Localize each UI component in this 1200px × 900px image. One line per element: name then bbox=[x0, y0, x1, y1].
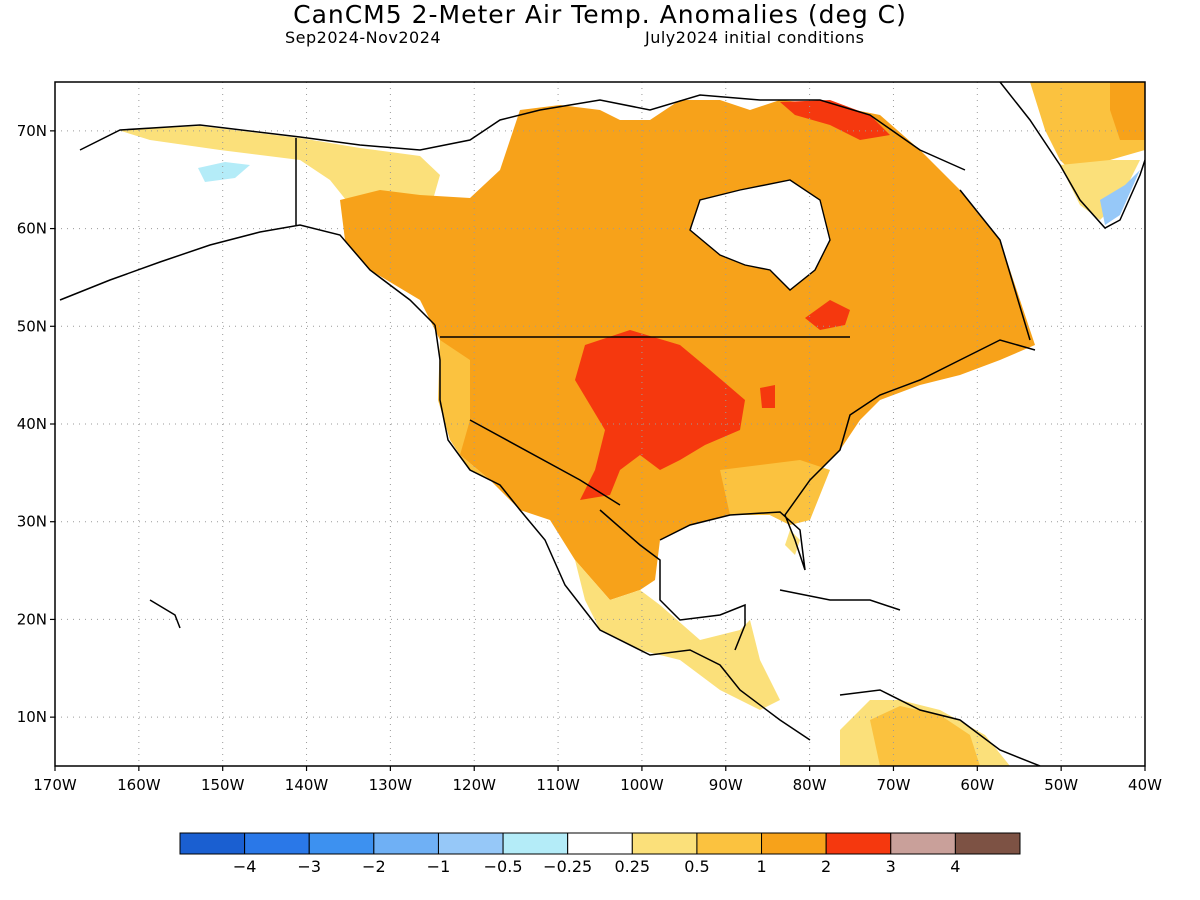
colorbar-swatch bbox=[308, 832, 375, 855]
anomaly-field bbox=[118, 82, 1145, 766]
map-title: CanCM5 2-Meter Air Temp. Anomalies (deg … bbox=[293, 0, 907, 29]
lon-tick-label: 150W bbox=[201, 776, 245, 794]
colorbar-swatch bbox=[179, 832, 246, 855]
anomaly-area-light-north bbox=[118, 126, 440, 215]
anomaly-area-greenland-dark bbox=[1110, 82, 1145, 140]
colorbar: −4 −3 −2 −1 −0.5 −0.25 0.25 0.5 1 2 3 4 bbox=[179, 832, 1021, 876]
colorbar-swatch bbox=[696, 832, 763, 855]
graticule bbox=[55, 82, 1145, 766]
lon-tick-label: 80W bbox=[793, 776, 827, 794]
lon-tick-label: 50W bbox=[1044, 776, 1078, 794]
hudson-bay bbox=[689, 179, 831, 291]
lon-tick-label: 160W bbox=[117, 776, 161, 794]
lat-tick-label: 70N bbox=[17, 122, 47, 140]
lat-tick-label: 10N bbox=[17, 708, 47, 726]
colorbar-label: 3 bbox=[886, 857, 896, 876]
lon-tick-label: 60W bbox=[960, 776, 994, 794]
anomaly-area-greenland-light bbox=[1060, 160, 1140, 220]
anomaly-area-light-westcoast bbox=[438, 340, 490, 480]
lon-tick-label: 90W bbox=[709, 776, 743, 794]
axis-ticks: 170W 160W 150W 140W 130W 120W 110W 100W 90W 80W 70… bbox=[17, 122, 1162, 794]
anomaly-area-orange bbox=[340, 100, 1035, 600]
colorbar-label: −0.25 bbox=[543, 857, 592, 876]
colorbar-swatch bbox=[244, 832, 310, 855]
anomaly-area-red-quebec bbox=[805, 300, 850, 330]
anomaly-area-alaska-cold bbox=[198, 162, 250, 182]
lon-tick-label: 70W bbox=[877, 776, 911, 794]
lon-tick-label: 100W bbox=[620, 776, 664, 794]
colorbar-label: −2 bbox=[362, 857, 386, 876]
lon-tick-label: 170W bbox=[33, 776, 77, 794]
colorbar-label: 2 bbox=[821, 857, 831, 876]
forecast-period: Sep2024-Nov2024 bbox=[285, 28, 442, 47]
colorbar-label: −4 bbox=[233, 857, 257, 876]
coastlines bbox=[59, 82, 1145, 766]
lat-tick-label: 50N bbox=[17, 317, 47, 335]
colorbar-label: 1 bbox=[756, 857, 766, 876]
colorbar-swatch bbox=[567, 832, 633, 855]
colorbar-label: −0.5 bbox=[484, 857, 523, 876]
colorbar-label: −1 bbox=[427, 857, 451, 876]
colorbar-label: 0.5 bbox=[684, 857, 709, 876]
lat-tick-label: 30N bbox=[17, 513, 47, 531]
colorbar-swatch bbox=[761, 832, 827, 855]
anomaly-area-light-cuba bbox=[785, 530, 800, 555]
lat-tick-label: 40N bbox=[17, 415, 47, 433]
initial-conditions: July2024 initial conditions bbox=[645, 28, 865, 47]
colorbar-swatch bbox=[954, 832, 1021, 855]
lon-tick-label: 140W bbox=[285, 776, 329, 794]
colorbar-label: −3 bbox=[297, 857, 321, 876]
lon-tick-label: 40W bbox=[1128, 776, 1162, 794]
anomaly-area-southeast bbox=[720, 460, 830, 525]
lon-tick-label: 120W bbox=[452, 776, 496, 794]
colorbar-swatch bbox=[373, 832, 439, 855]
colorbar-swatch bbox=[437, 832, 504, 855]
colorbar-label: 0.25 bbox=[614, 857, 650, 876]
colorbar-swatch bbox=[502, 832, 569, 855]
colorbar-swatch bbox=[890, 832, 956, 855]
anomaly-area-southamerica-orange bbox=[870, 706, 980, 766]
anomaly-area-light-mexico bbox=[575, 560, 780, 710]
colorbar-swatch bbox=[825, 832, 892, 855]
lat-tick-label: 20N bbox=[17, 610, 47, 628]
lon-tick-label: 130W bbox=[369, 776, 413, 794]
anomaly-area-greenland-cold bbox=[1100, 170, 1140, 225]
colorbar-swatch bbox=[631, 832, 698, 855]
lon-tick-label: 110W bbox=[536, 776, 580, 794]
lat-tick-label: 60N bbox=[17, 220, 47, 238]
anomaly-area-red-central bbox=[575, 330, 745, 500]
anomaly-area-red-arctic bbox=[780, 100, 890, 140]
anomaly-area-red-greatlakes bbox=[760, 385, 775, 408]
colorbar-label: 4 bbox=[950, 857, 960, 876]
